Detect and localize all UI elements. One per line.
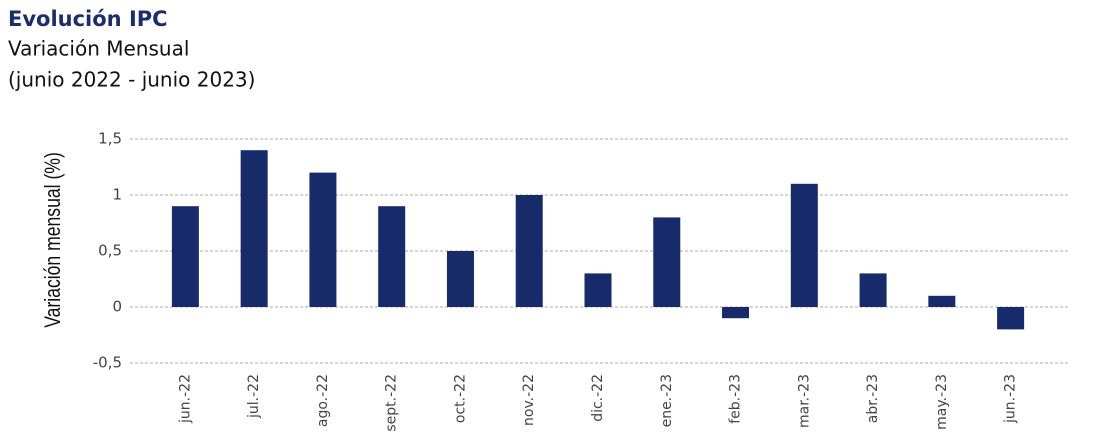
y-tick-label: 1,5 — [98, 130, 122, 148]
bar — [653, 217, 681, 307]
y-tick-label: 1 — [112, 186, 122, 204]
bar — [928, 295, 956, 307]
bar — [515, 195, 543, 307]
x-tick-label: ago.-22 — [315, 374, 331, 427]
bar — [790, 183, 818, 307]
y-tick-label: -0,5 — [93, 354, 122, 372]
bar — [309, 172, 337, 307]
x-tick-label: sept.-22 — [384, 374, 400, 432]
chart-subtitle: Variación Mensual — [8, 37, 189, 61]
x-tick-label: abr.-23 — [865, 374, 881, 423]
y-tick-label: 0,5 — [98, 242, 122, 260]
x-tick-label: nov.-22 — [521, 374, 537, 426]
chart-subtitle: (junio 2022 - junio 2023) — [8, 68, 255, 92]
x-tick-label: feb.-23 — [728, 374, 744, 424]
y-axis-label: Variación mensual (%) — [41, 152, 65, 328]
bar — [378, 206, 406, 307]
bar — [171, 206, 199, 307]
bar — [446, 251, 474, 307]
bar — [997, 307, 1025, 330]
bar — [722, 307, 750, 319]
x-tick-label: jun.-22 — [177, 374, 193, 424]
x-tick-label: oct.-22 — [452, 374, 468, 423]
bar — [240, 150, 268, 307]
x-tick-label: ene.-23 — [659, 374, 675, 427]
y-tick-label: 0 — [112, 298, 122, 316]
x-tick-label: jun.-23 — [1003, 374, 1019, 424]
chart-title: Evolución IPC — [8, 7, 168, 31]
x-tick-label: dic.-22 — [590, 374, 606, 422]
x-tick-label: mar.-23 — [796, 374, 812, 428]
x-tick-label: jul.-22 — [246, 374, 262, 419]
x-tick-label: may.-23 — [934, 374, 950, 430]
bar — [584, 273, 612, 307]
bar — [859, 273, 887, 307]
